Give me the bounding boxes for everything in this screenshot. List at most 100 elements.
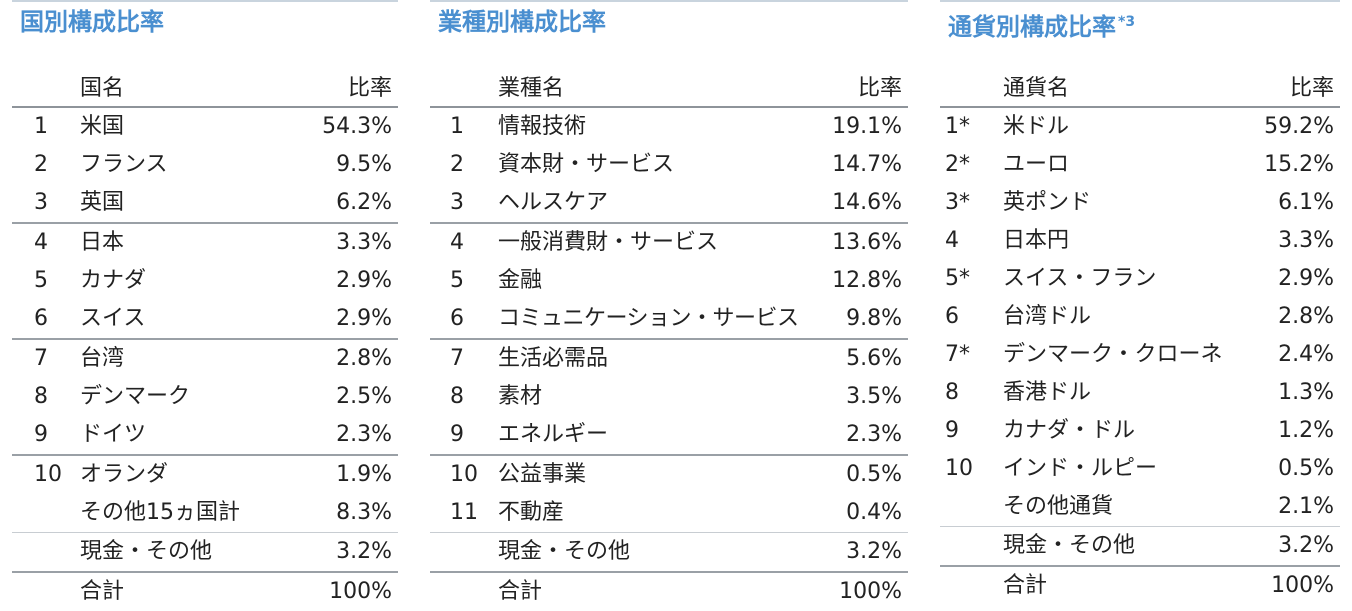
row-name: 合計 [1003, 573, 1048, 598]
row-ratio: 0.5% [846, 462, 902, 487]
panel-title: 国別構成比率 [20, 8, 164, 36]
row-name: 合計 [80, 579, 125, 604]
row-ratio: 3.2% [336, 539, 392, 564]
panel-top-rule [940, 0, 1340, 2]
table-row: 7* デンマーク・クローネ 2.4% [940, 336, 1340, 374]
row-rank: 5* [945, 266, 970, 291]
table-row: 3 ヘルスケア 14.6% [430, 184, 908, 224]
row-rank: 4 [945, 228, 959, 253]
row-name: ドイツ [80, 422, 147, 447]
table-header: 業種名 比率 [430, 72, 908, 108]
table-total-row: 合計 100% [430, 573, 908, 611]
table-row: 7 台湾 2.8% [12, 340, 398, 378]
table-row: 5* スイス・フラン 2.9% [940, 260, 1340, 298]
panel-top-rule [430, 0, 908, 2]
table-header: 通貨名 比率 [940, 72, 1340, 108]
table-row: 10 公益事業 0.5% [430, 456, 908, 494]
table-row: 8 素材 3.5% [430, 378, 908, 416]
row-ratio: 2.1% [1278, 494, 1334, 519]
country-panel: 国別構成比率 国名 比率 1 米国 54.3% 2 フランス 9.5% 3 英国 6.2% … [12, 0, 398, 611]
table-row: 8 香港ドル 1.3% [940, 374, 1340, 412]
row-rank: 10 [945, 456, 973, 481]
header-name: 業種名 [498, 76, 565, 101]
row-name: 情報技術 [498, 114, 587, 139]
table-row: 9 カナダ・ドル 1.2% [940, 412, 1340, 450]
row-rank: 10 [34, 462, 62, 487]
table-row: 10 オランダ 1.9% [12, 456, 398, 494]
row-ratio: 2.9% [1278, 266, 1334, 291]
row-rank: 8 [450, 384, 464, 409]
table-row: その他通貨 2.1% [940, 488, 1340, 527]
row-rank: 8 [34, 384, 48, 409]
row-name: 合計 [498, 579, 543, 604]
row-ratio: 3.2% [1278, 533, 1334, 558]
table-row: 1* 米ドル 59.2% [940, 108, 1340, 146]
row-ratio: 5.6% [846, 346, 902, 371]
row-ratio: 2.9% [336, 268, 392, 293]
row-ratio: 9.8% [846, 306, 902, 331]
row-rank: 9 [34, 422, 48, 447]
table-row: 3 英国 6.2% [12, 184, 398, 224]
row-ratio: 14.6% [832, 190, 902, 215]
row-rank: 5 [450, 268, 464, 293]
table-row: 2* ユーロ 15.2% [940, 146, 1340, 184]
row-ratio: 6.1% [1278, 190, 1334, 215]
row-name: 公益事業 [498, 462, 587, 487]
row-ratio: 0.4% [846, 500, 902, 525]
row-ratio: 100% [839, 579, 902, 604]
table-row: その他15ヵ国計 8.3% [12, 494, 398, 533]
row-name: デンマーク・クローネ [1003, 342, 1223, 367]
table-row: 2 資本財・サービス 14.7% [430, 146, 908, 184]
row-ratio: 3.3% [336, 230, 392, 255]
row-rank: 7 [450, 346, 464, 371]
table-row: 8 デンマーク 2.5% [12, 378, 398, 416]
header-name: 通貨名 [1003, 76, 1070, 101]
row-rank: 7 [34, 346, 48, 371]
row-rank: 4 [450, 230, 464, 255]
table-row: 9 ドイツ 2.3% [12, 416, 398, 456]
row-ratio: 2.3% [336, 422, 392, 447]
row-name: 生活必需品 [498, 346, 609, 371]
row-name: フランス [80, 152, 168, 177]
row-ratio: 100% [1271, 573, 1334, 598]
row-name: 英国 [80, 190, 125, 215]
table-row: 1 情報技術 19.1% [430, 108, 908, 146]
panel-title: 業種別構成比率 [438, 8, 606, 36]
table-row: 7 生活必需品 5.6% [430, 340, 908, 378]
row-name: 香港ドル [1003, 380, 1092, 405]
table-row: 5 金融 12.8% [430, 262, 908, 300]
panel-title: 通貨別構成比率 *3 [948, 13, 1136, 41]
table-total-row: 合計 100% [940, 567, 1340, 605]
row-ratio: 1.2% [1278, 418, 1334, 443]
row-rank: 3 [34, 190, 48, 215]
row-rank: 2 [34, 152, 48, 177]
row-ratio: 2.8% [336, 346, 392, 371]
row-ratio: 3.2% [846, 539, 902, 564]
row-ratio: 1.3% [1278, 380, 1334, 405]
row-rank: 4 [34, 230, 48, 255]
row-name: カナダ・ドル [1003, 418, 1136, 443]
row-rank: 3 [450, 190, 464, 215]
row-name: 金融 [498, 268, 543, 293]
row-ratio: 8.3% [336, 500, 392, 525]
row-name: 現金・その他 [80, 539, 213, 564]
table-row: 3* 英ポンド 6.1% [940, 184, 1340, 222]
row-name: コミュニケーション・サービス [498, 306, 799, 331]
title-footnote-mark: *3 [1118, 14, 1136, 30]
row-rank: 2* [945, 152, 970, 177]
row-ratio: 13.6% [832, 230, 902, 255]
currency-table: 通貨名 比率 1* 米ドル 59.2% 2* ユーロ 15.2% 3* 英ポンド 6.1% … [940, 72, 1340, 605]
row-name: その他通貨 [1003, 494, 1114, 519]
row-rank: 1* [945, 114, 970, 139]
row-name: 素材 [498, 384, 543, 409]
row-name: オランダ [80, 462, 169, 487]
row-ratio: 12.8% [832, 268, 902, 293]
row-rank: 1 [34, 114, 48, 139]
row-rank: 5 [34, 268, 48, 293]
row-name: スイス [80, 306, 146, 331]
row-ratio: 54.3% [322, 114, 392, 139]
row-ratio: 15.2% [1264, 152, 1334, 177]
header-ratio: 比率 [1289, 76, 1334, 101]
row-name: その他15ヵ国計 [80, 500, 240, 525]
row-rank: 9 [450, 422, 464, 447]
